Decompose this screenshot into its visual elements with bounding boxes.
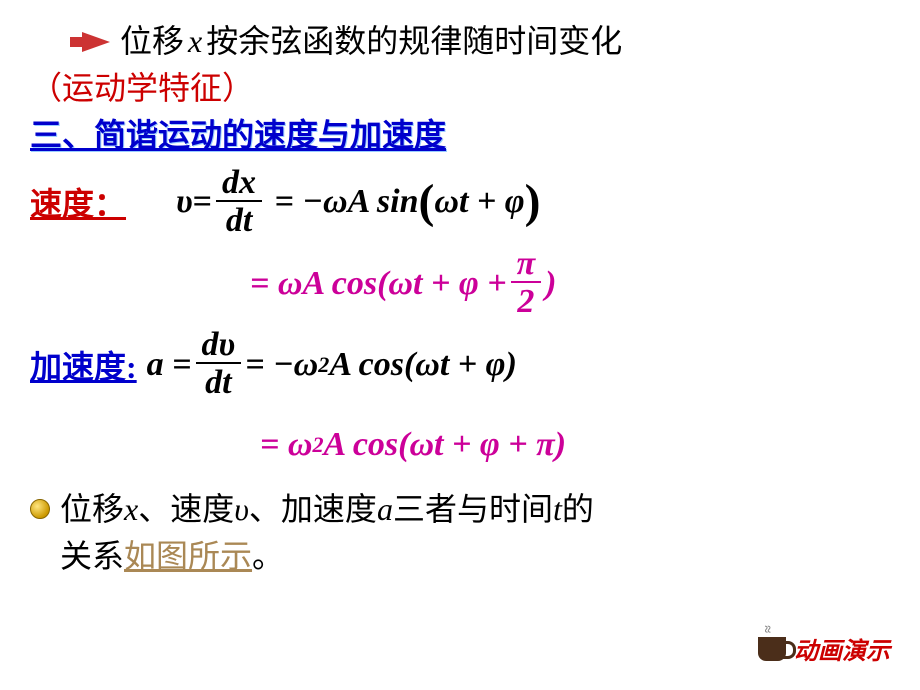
accel-b: = −ω (245, 346, 318, 384)
dv-dt-fraction: dυ dt (196, 328, 242, 401)
vel2-b: ) (545, 265, 556, 303)
section-3-heading: 三、简谐运动的速度与加速度 (30, 114, 890, 157)
bullet-icon (30, 499, 50, 519)
animation-demo-button[interactable]: 动画演示 (758, 631, 890, 666)
accel-equation-2: = ω 2 A cos(ωt + φ + π) (30, 410, 890, 480)
vel-rhs-a: = −ωA sin (275, 183, 419, 221)
fn-v1: x (124, 488, 138, 531)
velocity-equation-1: 速度： υ = dx dt = −ωA sin ( ωt + φ ) (30, 166, 890, 239)
fn-line2b: 。 (252, 535, 284, 578)
dv-num: dυ (196, 328, 242, 364)
dt-den: dt (199, 364, 237, 401)
arrow-bullet-icon (82, 32, 110, 52)
vel-rhs-b: ωt + φ (434, 183, 524, 221)
velocity-equation-2: = ωA cos(ωt + φ + π 2 ) (30, 247, 890, 320)
pi-num: π (511, 247, 542, 283)
accel-eq2: = ω 2 A cos(ωt + φ + π) (260, 426, 566, 464)
accel-equation-1: 加速度: a = dυ dt = −ω 2 A cos(ωt + φ) (30, 328, 890, 401)
accel-c: A cos(ωt + φ) (329, 346, 517, 384)
fn-post: 的 (562, 488, 594, 531)
figure-link[interactable]: 如图所示 (124, 535, 252, 578)
demo-label: 动画演示 (794, 631, 890, 666)
intro-var-x: x (188, 20, 202, 63)
rparen-1: ) (525, 175, 541, 229)
fn-v3: a (377, 488, 393, 531)
intro-text-post: 按余弦函数的规律随时间变化 (206, 20, 622, 63)
fn-pre2: 、速度 (138, 488, 234, 531)
dx-dt-fraction: dx dt (216, 166, 262, 239)
velocity-eq2: = ωA cos(ωt + φ + π 2 ) (250, 247, 556, 320)
velocity-lhs: υ = dx dt = −ωA sin ( ωt + φ ) (176, 166, 541, 239)
two-den: 2 (511, 283, 540, 320)
accel2-a: = ω (260, 426, 312, 464)
coffee-icon (758, 637, 786, 661)
frac-num-dx: dx (216, 166, 262, 202)
pi-2-fraction: π 2 (511, 247, 542, 320)
kinematic-feature: （运动学特征） (30, 67, 890, 110)
velocity-label: 速度： (30, 179, 126, 225)
fn-line2a: 关系 (60, 535, 124, 578)
fn-pre3: 、加速度 (249, 488, 377, 531)
fn-pre4: 三者与时间 (393, 488, 553, 531)
equals-1: = (193, 183, 212, 221)
fn-v2: υ (234, 488, 249, 531)
kinematic-label: （运动学特征） (30, 67, 254, 110)
intro-text-pre: 位移 (120, 20, 184, 63)
fn-v4: t (553, 488, 562, 531)
vel2-a: = ωA cos(ωt + φ + (250, 265, 507, 303)
accel-a: a = (147, 346, 192, 384)
accel2-b: A cos(ωt + φ + π) (324, 426, 567, 464)
accel-eq1: a = dυ dt = −ω 2 A cos(ωt + φ) (147, 328, 517, 401)
footnote-line-1: 位移 x 、速度 υ 、加速度 a 三者与时间 t 的 (30, 488, 890, 531)
frac-den-dt: dt (220, 202, 258, 239)
lparen-1: ( (419, 175, 435, 229)
accel-label: 加速度: (30, 342, 137, 388)
eq-sep (266, 183, 275, 221)
intro-line-1: 位移 x 按余弦函数的规律随时间变化 (70, 20, 890, 63)
upsilon: υ (176, 183, 193, 221)
heading-text: 三、简谐运动的速度与加速度 (30, 114, 446, 157)
fn-pre1: 位移 (60, 488, 124, 531)
footnote-line-2: 关系 如图所示 。 (60, 535, 890, 578)
